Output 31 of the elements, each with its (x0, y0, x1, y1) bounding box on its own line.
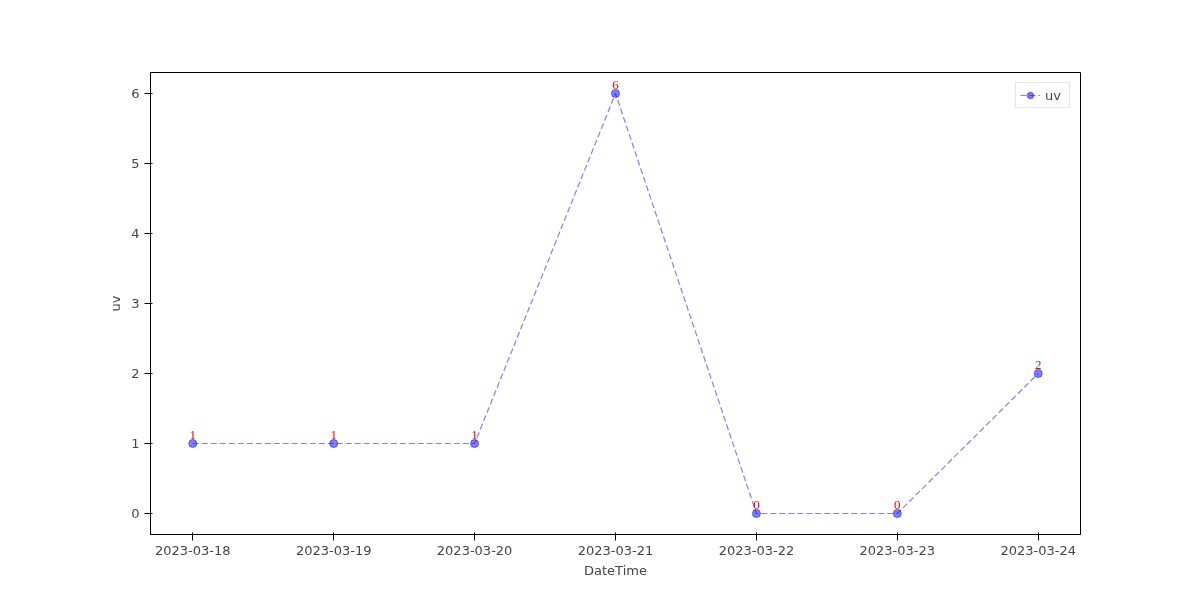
data-label: 1 (471, 426, 478, 442)
data-label: 2 (1034, 356, 1042, 372)
y-tick-label: 6 (131, 86, 140, 101)
x-tick-label: 2023-03-20 (436, 542, 513, 558)
x-tick-label: 2023-03-18 (155, 542, 231, 558)
point (188, 439, 198, 448)
point (470, 439, 480, 448)
x-tick-label: 2023-03-22 (718, 542, 795, 558)
point (892, 509, 902, 518)
data-label: 0 (753, 496, 760, 512)
x-tick-label: 2023-03-19 (295, 542, 372, 558)
x-tick-label: 2023-03-23 (859, 542, 936, 558)
point (611, 89, 620, 98)
x-tick-label: 2023-03-24 (1000, 542, 1077, 558)
data-label: 1 (330, 426, 337, 442)
y-tick-label: 4 (131, 226, 140, 241)
legend-label: uv (1045, 87, 1062, 103)
x-axis-title: DateTime (584, 562, 647, 578)
data-label: 0 (894, 496, 901, 512)
y-tick-label: 5 (131, 156, 140, 171)
data-label: 6 (612, 76, 620, 92)
y-axis-title: uv (108, 295, 124, 312)
y-tick-label: 1 (131, 436, 140, 451)
point (329, 439, 339, 448)
x-tick-label: 2023-03-21 (577, 542, 654, 558)
point (751, 509, 761, 518)
point (1033, 369, 1043, 378)
y-tick-label: 2 (131, 366, 140, 381)
data-label: 1 (189, 426, 197, 442)
y-tick-label: 0 (131, 506, 140, 521)
y-tick-label: 3 (131, 296, 140, 311)
